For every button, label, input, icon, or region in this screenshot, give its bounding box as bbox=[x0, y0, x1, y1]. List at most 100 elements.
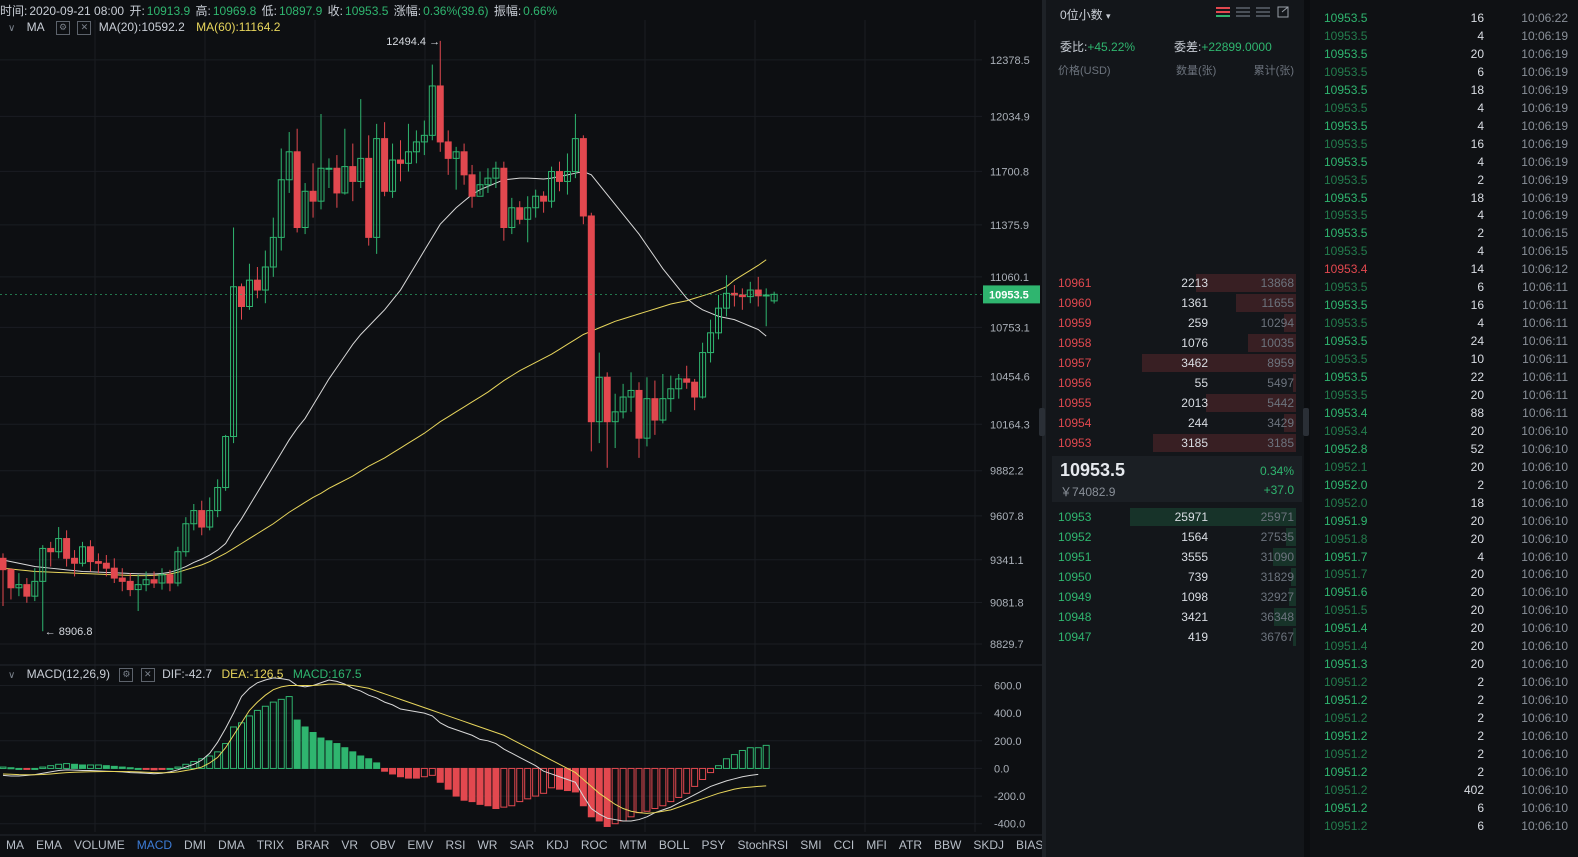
candle-body bbox=[595, 376, 603, 423]
candle-body bbox=[715, 307, 722, 334]
kline-chart-panel[interactable]: 12378.5 12034.9 11700.8 11375.9 11060.1 10753… bbox=[0, 0, 1043, 857]
tab-macd[interactable]: MACD bbox=[136, 838, 173, 852]
tab-ma[interactable]: MA bbox=[6, 838, 24, 852]
trade-row: 10953.5 16 10:06:19 bbox=[1310, 135, 1572, 153]
view-bids-icon[interactable] bbox=[1236, 6, 1250, 18]
tab-mtm[interactable]: MTM bbox=[619, 838, 647, 852]
expand-icon[interactable] bbox=[1276, 6, 1290, 18]
ask-row[interactable]: 10957 3462 8959 bbox=[1046, 353, 1304, 373]
candle-body bbox=[619, 396, 627, 413]
tab-sar[interactable]: SAR bbox=[509, 838, 535, 852]
macd-dea-value: DEA:-126.5 bbox=[221, 667, 284, 681]
trade-price: 10951.2 bbox=[1324, 711, 1368, 726]
tab-boll[interactable]: BOLL bbox=[658, 838, 690, 852]
tab-dma[interactable]: DMA bbox=[218, 838, 245, 852]
macd-histogram-bar bbox=[198, 758, 206, 769]
candle-body bbox=[389, 159, 397, 192]
close-icon[interactable]: ✕ bbox=[77, 20, 92, 35]
settings-icon[interactable]: ⚙ bbox=[56, 20, 71, 35]
tab-volume[interactable]: VOLUME bbox=[74, 838, 125, 852]
tab-mfi[interactable]: MFI bbox=[866, 838, 887, 852]
precision-selector[interactable]: 0位小数 ▾ bbox=[1060, 6, 1111, 23]
bid-row[interactable]: 10952 1564 27535 bbox=[1046, 527, 1304, 547]
ratio-value: +45.22% bbox=[1087, 40, 1136, 54]
tab-trix[interactable]: TRIX bbox=[256, 838, 285, 852]
tab-rsi[interactable]: RSI bbox=[445, 838, 466, 852]
bid-row[interactable]: 10947 419 36767 bbox=[1046, 627, 1304, 647]
close-icon[interactable]: ✕ bbox=[140, 667, 155, 682]
trade-price: 10951.7 bbox=[1324, 567, 1368, 582]
trade-price: 10953.5 bbox=[1324, 100, 1368, 115]
tab-obv[interactable]: OBV bbox=[370, 838, 396, 852]
ask-row[interactable]: 10958 1076 10035 bbox=[1046, 333, 1304, 353]
trade-time: 10:06:11 bbox=[1522, 387, 1568, 402]
trade-price: 10952.1 bbox=[1324, 459, 1368, 474]
tab-bbw[interactable]: BBW bbox=[934, 838, 962, 852]
bid-row[interactable]: 10950 739 31829 bbox=[1046, 567, 1304, 587]
tab-atr[interactable]: ATR bbox=[898, 838, 923, 852]
tab-wr[interactable]: WR bbox=[477, 838, 498, 852]
change-label: 涨幅: bbox=[393, 4, 422, 18]
trade-qty: 2 bbox=[1477, 764, 1484, 779]
trade-row: 10953.4 88 10:06:11 bbox=[1310, 404, 1572, 422]
macd-histogram-bar bbox=[253, 709, 261, 769]
bid-qty: 25971 bbox=[1174, 510, 1208, 524]
chevron-down-icon[interactable]: ∨ bbox=[8, 23, 16, 34]
bid-row[interactable]: 10949 1098 32927 bbox=[1046, 587, 1304, 607]
candle-body bbox=[325, 167, 333, 170]
tab-skdj[interactable]: SKDJ bbox=[973, 838, 1005, 852]
ask-row[interactable]: 10954 244 3429 bbox=[1046, 413, 1304, 433]
tab-bias[interactable]: BIAS bbox=[1016, 838, 1044, 852]
macd-dif-line bbox=[2, 677, 759, 822]
view-asks-icon[interactable] bbox=[1256, 6, 1270, 18]
candle-body bbox=[492, 167, 500, 179]
kline-chart-canvas[interactable]: 12378.5 12034.9 11700.8 11375.9 11060.1 10753… bbox=[0, 0, 1042, 857]
candle-body bbox=[683, 378, 691, 383]
ask-row[interactable]: 10959 259 10294 bbox=[1046, 313, 1304, 333]
trade-row: 10951.4 20 10:06:10 bbox=[1310, 619, 1572, 637]
last-price-cny: ￥74082.9 bbox=[1060, 485, 1116, 499]
bid-row[interactable]: 10951 3555 31090 bbox=[1046, 547, 1304, 567]
ask-row[interactable]: 10953 3185 3185 bbox=[1046, 433, 1304, 453]
trade-price: 10953.5 bbox=[1324, 28, 1368, 43]
depth-bar bbox=[1284, 314, 1296, 332]
tab-ema[interactable]: EMA bbox=[36, 838, 63, 852]
tab-brar[interactable]: BRAR bbox=[296, 838, 330, 852]
tab-emv[interactable]: EMV bbox=[407, 838, 434, 852]
chevron-down-icon[interactable]: ∨ bbox=[8, 670, 16, 681]
view-both-icon[interactable] bbox=[1216, 6, 1230, 18]
macd-dea-line bbox=[2, 683, 767, 814]
macd-histogram-bar bbox=[540, 767, 548, 794]
candle-body bbox=[373, 138, 381, 238]
macd-histogram-bar bbox=[571, 767, 579, 793]
tab-kdj[interactable]: KDJ bbox=[546, 838, 569, 852]
settings-icon[interactable]: ⚙ bbox=[119, 667, 134, 682]
macd-dif-value: DIF:-42.7 bbox=[162, 667, 213, 681]
trade-price: 10953.5 bbox=[1324, 154, 1368, 169]
candle-body bbox=[7, 569, 15, 589]
candle-body bbox=[39, 547, 47, 582]
ask-row[interactable]: 10955 2013 5442 bbox=[1046, 393, 1304, 413]
resize-handle[interactable] bbox=[1039, 408, 1045, 436]
ask-price: 10957 bbox=[1058, 356, 1092, 370]
macd-histogram-bar bbox=[627, 767, 635, 818]
ask-row[interactable]: 10956 55 5497 bbox=[1046, 373, 1304, 393]
bid-row[interactable]: 10948 3421 36348 bbox=[1046, 607, 1304, 627]
ask-row[interactable]: 10960 1361 11655 bbox=[1046, 293, 1304, 313]
bid-row[interactable]: 10953 25971 25971 bbox=[1046, 507, 1304, 527]
tab-vr[interactable]: VR bbox=[341, 838, 359, 852]
tab-cci[interactable]: CCI bbox=[833, 838, 855, 852]
tab-stochrsi[interactable]: StochRSI bbox=[737, 838, 789, 852]
macd-axis-label: 200.0 bbox=[994, 736, 1022, 748]
candle-body bbox=[476, 184, 484, 197]
macd-histogram-bar bbox=[707, 767, 715, 774]
tab-psy[interactable]: PSY bbox=[701, 838, 726, 852]
resize-handle[interactable] bbox=[1303, 408, 1309, 436]
tab-smi[interactable]: SMI bbox=[800, 838, 822, 852]
trade-qty: 6 bbox=[1477, 64, 1484, 79]
trade-row: 10953.5 4 10:06:19 bbox=[1310, 206, 1572, 224]
trade-time: 10:06:10 bbox=[1521, 657, 1568, 672]
tab-roc[interactable]: ROC bbox=[580, 838, 608, 852]
tab-dmi[interactable]: DMI bbox=[184, 838, 207, 852]
ask-row[interactable]: 10961 2213 13868 bbox=[1046, 273, 1304, 293]
